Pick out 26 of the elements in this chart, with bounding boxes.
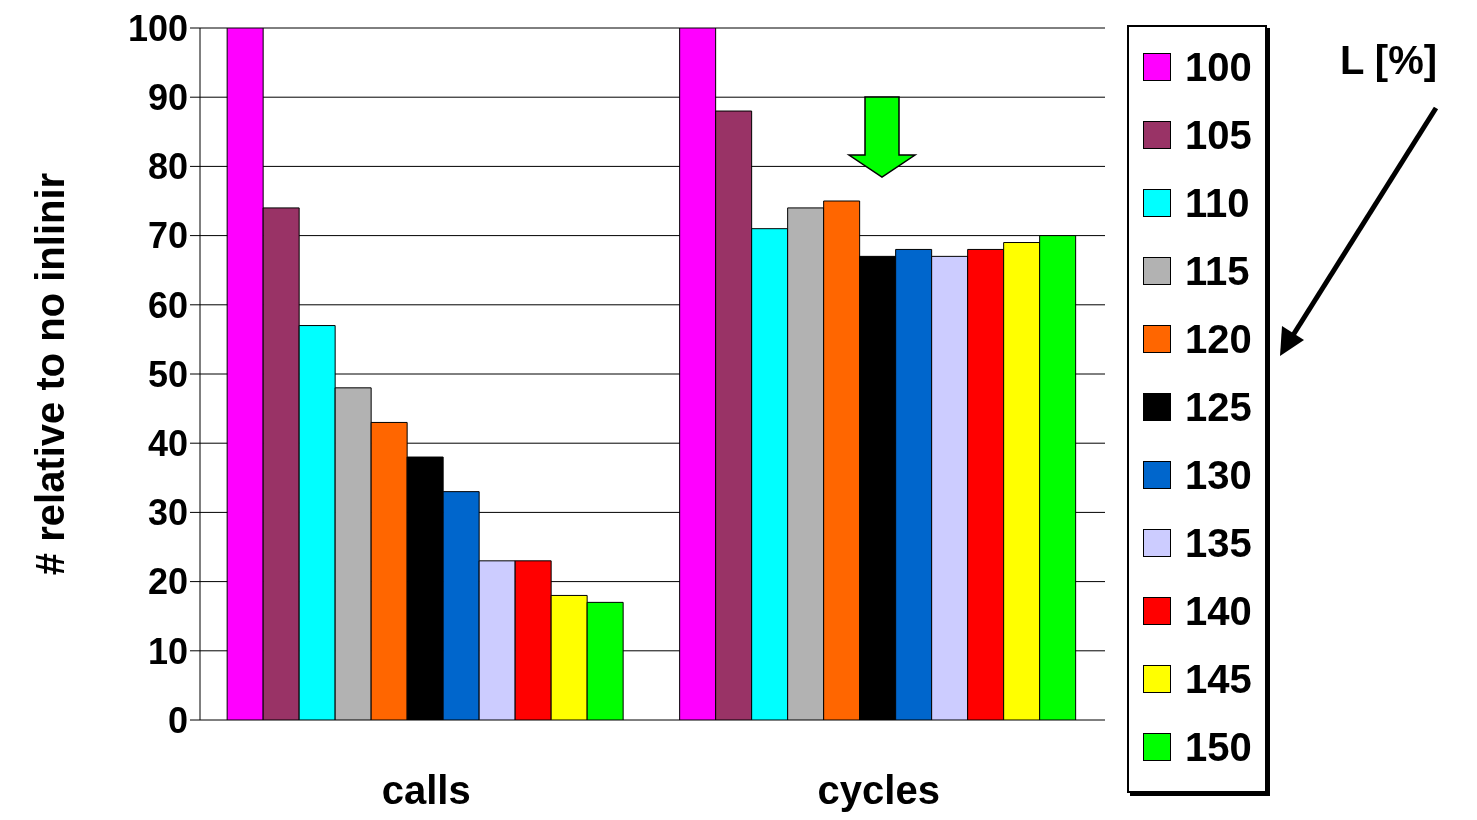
legend-label: 130 xyxy=(1185,452,1252,498)
y-tick-label: 10 xyxy=(147,630,188,672)
legend-label: 135 xyxy=(1185,520,1252,566)
legend-label: 120 xyxy=(1185,316,1252,362)
legend-label: 100 xyxy=(1185,44,1252,90)
y-tick-label: 70 xyxy=(147,215,188,257)
y-tick-label: 20 xyxy=(147,561,188,603)
legend-label: 115 xyxy=(1185,248,1250,294)
y-tick-label: 80 xyxy=(147,146,188,188)
legend-label: 140 xyxy=(1185,588,1252,634)
legend-label: 145 xyxy=(1185,656,1252,702)
y-tick-label: 60 xyxy=(147,284,188,326)
x-tick-label: cycles xyxy=(817,768,940,813)
legend-title: L [%] xyxy=(1340,38,1438,83)
y-tick-label: 100 xyxy=(127,7,188,49)
legend-label: 125 xyxy=(1185,384,1252,430)
y-tick-label: 0 xyxy=(167,699,188,741)
legend-label: 150 xyxy=(1185,724,1252,770)
y-tick-label: 90 xyxy=(147,76,188,118)
legend-label: 110 xyxy=(1185,180,1250,226)
legend-label: 105 xyxy=(1185,112,1252,158)
x-tick-label: calls xyxy=(381,768,471,813)
y-axis-title: # relative to no inlinir xyxy=(28,172,73,576)
y-tick-label: 30 xyxy=(147,492,188,534)
y-tick-label: 40 xyxy=(147,422,188,464)
y-tick-label: 50 xyxy=(147,353,188,395)
